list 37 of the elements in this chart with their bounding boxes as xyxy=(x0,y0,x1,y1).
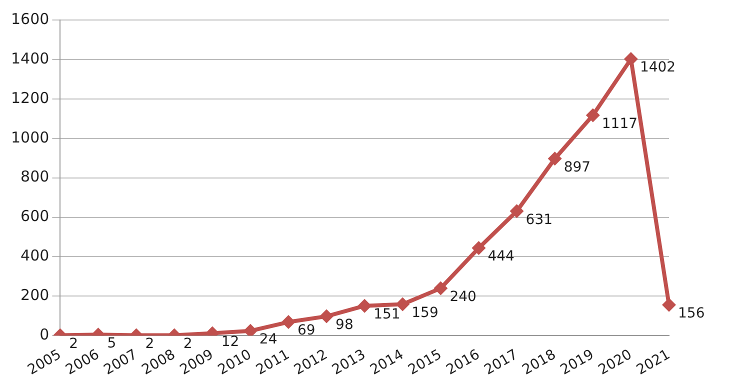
data-label: 897 xyxy=(564,159,591,176)
y-tick-label: 800 xyxy=(20,168,50,186)
data-label: 1402 xyxy=(640,60,676,76)
data-label: 159 xyxy=(412,304,438,321)
y-tick-label: 1200 xyxy=(10,88,50,107)
data-label: 5 xyxy=(107,335,116,352)
y-tick-label: 1600 xyxy=(10,10,50,28)
data-label: 2 xyxy=(145,336,154,352)
point xyxy=(243,324,258,336)
y-tick-label: 400 xyxy=(20,246,50,265)
y-tick-label: 0 xyxy=(40,326,50,344)
data-label: 151 xyxy=(374,306,400,322)
point xyxy=(358,298,372,313)
point xyxy=(624,52,638,66)
point xyxy=(281,315,296,330)
point xyxy=(662,298,676,312)
data-label: 444 xyxy=(488,248,515,265)
data-label: 2 xyxy=(69,336,78,352)
point xyxy=(548,152,562,166)
data-label: 1117 xyxy=(602,116,638,132)
data-label: 24 xyxy=(259,332,278,348)
y-tick-label: 1400 xyxy=(10,49,50,68)
y-tick-label: 600 xyxy=(20,207,50,226)
data-label: 240 xyxy=(450,288,476,305)
data-label: 98 xyxy=(336,316,354,333)
point xyxy=(434,281,448,296)
point xyxy=(510,204,524,218)
point xyxy=(472,241,486,256)
data-label: 12 xyxy=(221,334,240,350)
point xyxy=(320,309,334,324)
y-tick-label: 200 xyxy=(20,286,50,304)
data-label: 2 xyxy=(183,336,192,352)
data-label: 631 xyxy=(526,212,553,228)
data-label: 156 xyxy=(678,306,705,322)
point xyxy=(586,108,600,122)
y-tick-label: 1000 xyxy=(10,128,50,146)
data-label: 69 xyxy=(297,322,316,339)
